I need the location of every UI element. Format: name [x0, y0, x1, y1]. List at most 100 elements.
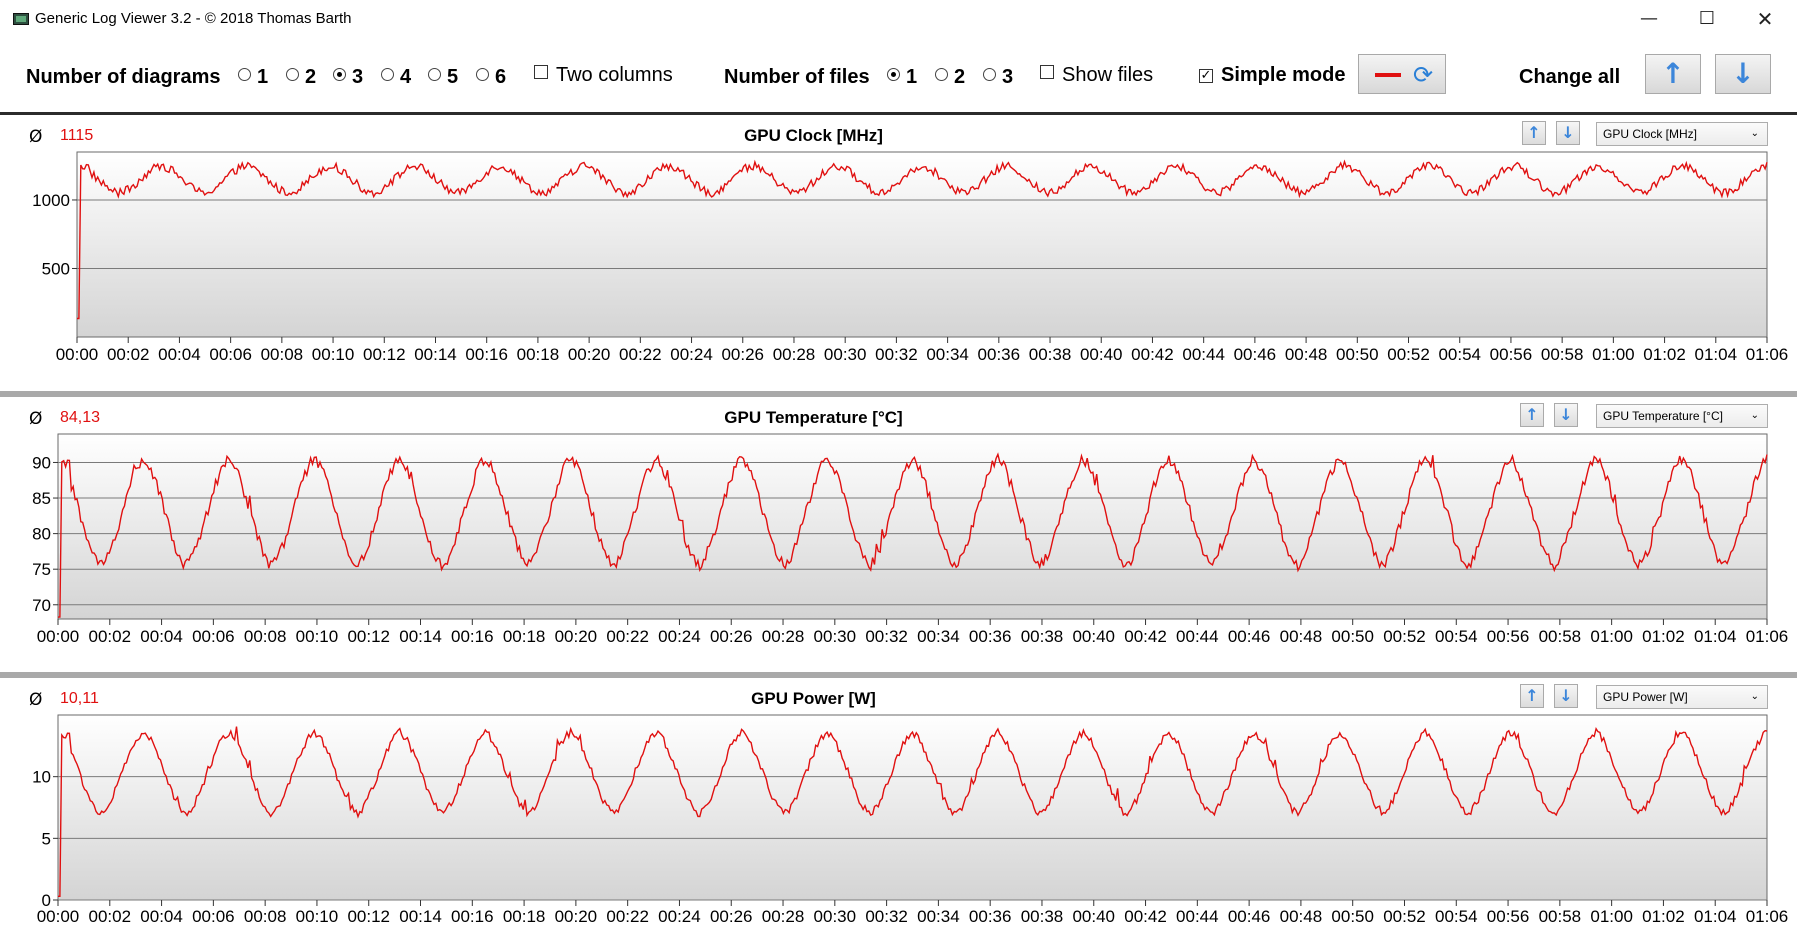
x-tick-label: 00:42: [1131, 345, 1174, 364]
gpu-temperature-chart: 90 85 80 75 70 00:00 00:02 00:04 00:06 00:08 00:10…: [32, 433, 1789, 646]
x-tick-label: 00:18: [503, 627, 546, 646]
x-tick-label: 00:46: [1228, 627, 1271, 646]
x-tick-label: 00:14: [414, 345, 457, 364]
arrow-up-icon: ↑: [1527, 123, 1541, 142]
average-value: 84,13: [60, 409, 101, 426]
x-tick-label: 00:56: [1487, 627, 1530, 646]
series-line: [58, 726, 1768, 898]
average-symbol: Ø: [29, 690, 43, 710]
x-tick-label: 00:28: [762, 907, 805, 926]
x-tick-label: 01:02: [1642, 907, 1685, 926]
diagrams-radio-5[interactable]: 5: [428, 66, 458, 89]
minimize-button[interactable]: —: [1640, 8, 1658, 29]
average-value: 10,11: [60, 690, 99, 707]
x-tick-label: 01:00: [1590, 907, 1633, 926]
radio-circle: [887, 68, 900, 81]
x-tick-label: 00:30: [814, 907, 857, 926]
x-tick-label: 00:14: [399, 627, 442, 646]
maximize-button[interactable]: ☐: [1698, 8, 1716, 29]
x-tick-label: 00:34: [926, 345, 969, 364]
checkmark-icon: ✓: [1199, 68, 1213, 83]
arrow-down-icon: ↓: [1561, 123, 1575, 142]
x-tick-label: 00:38: [1021, 907, 1064, 926]
x-tick-label: 00:42: [1124, 907, 1167, 926]
panel-up-button[interactable]: ↑: [1520, 403, 1544, 427]
move-all-down-button[interactable]: ↓: [1715, 54, 1771, 94]
x-tick-label: 00:08: [244, 907, 287, 926]
files-radio-1[interactable]: 1: [887, 66, 917, 89]
diagrams-radio-3[interactable]: 3: [333, 66, 363, 89]
line-color-button[interactable]: ⟳: [1358, 54, 1446, 94]
radio-label: 3: [1002, 66, 1014, 88]
arrow-down-icon: ↓: [1559, 405, 1573, 424]
x-tick-label: 01:04: [1694, 907, 1737, 926]
checkbox-label: Simple mode: [1221, 64, 1346, 86]
x-tick-label: 00:10: [296, 907, 339, 926]
x-tick-label: 00:22: [619, 345, 662, 364]
x-tick-label: 00:02: [89, 907, 132, 926]
channel-select[interactable]: GPU Clock [MHz] ⌄: [1596, 122, 1768, 146]
y-tick-label: 85: [32, 489, 51, 508]
average-symbol: Ø: [29, 127, 43, 147]
files-radio-3[interactable]: 3: [983, 66, 1013, 89]
arrow-up-icon: ↑: [1661, 57, 1685, 90]
toolbar: Number of diagrams 1 2 3 4 5 6 Two colum…: [0, 40, 1797, 112]
move-all-up-button[interactable]: ↑: [1645, 54, 1701, 94]
x-tick-label: 00:00: [56, 345, 99, 364]
x-tick-label: 00:42: [1124, 627, 1167, 646]
diagrams-radio-4[interactable]: 4: [381, 66, 411, 89]
show-files-checkbox[interactable]: Show files: [1040, 64, 1153, 87]
gpu-clock-chart: 1000 500 00:00 00:02 00:04 00:06 00:08 00:10 00:…: [32, 151, 1788, 364]
x-tick-label: 01:00: [1592, 345, 1635, 364]
checkbox-box: [1040, 65, 1054, 79]
app-icon: [13, 13, 29, 25]
panel-divider[interactable]: [0, 672, 1797, 678]
x-tick-label: 00:00: [37, 627, 80, 646]
x-tick-label: 00:48: [1280, 907, 1323, 926]
two-columns-checkbox[interactable]: Two columns: [534, 64, 673, 87]
x-tick-label: 00:22: [606, 627, 649, 646]
x-tick-label: 00:10: [296, 627, 339, 646]
x-tick-label: 00:52: [1387, 345, 1430, 364]
x-tick-label: 00:40: [1080, 345, 1123, 364]
chevron-down-icon: ⌄: [1750, 128, 1759, 139]
files-radio-2[interactable]: 2: [935, 66, 965, 89]
x-tick-label: 00:58: [1539, 627, 1582, 646]
simple-mode-checkbox[interactable]: ✓ Simple mode: [1199, 64, 1345, 87]
x-tick-label: 00:10: [312, 345, 355, 364]
x-tick-label: 00:48: [1280, 627, 1323, 646]
panel-divider[interactable]: [0, 391, 1797, 397]
diagram-panel-gpu-power: Ø 10,11 GPU Power [W] ↑ ↓ GPU Power [W] ⌄…: [0, 678, 1797, 952]
panel-up-button[interactable]: ↑: [1520, 684, 1544, 708]
x-tick-label: 00:28: [773, 345, 816, 364]
x-tick-label: 01:06: [1746, 627, 1789, 646]
panel-down-button[interactable]: ↓: [1554, 684, 1578, 708]
channel-select[interactable]: GPU Temperature [°C] ⌄: [1596, 404, 1768, 428]
radio-label: 2: [954, 66, 966, 88]
x-tick-label: 00:38: [1021, 627, 1064, 646]
x-tick-label: 00:50: [1336, 345, 1379, 364]
panel-down-button[interactable]: ↓: [1556, 121, 1580, 145]
average-value: 1115: [60, 127, 94, 144]
checkbox-label: Show files: [1062, 64, 1154, 86]
close-button[interactable]: ✕: [1756, 7, 1774, 31]
x-tick-label: 00:48: [1285, 345, 1328, 364]
radio-label: 6: [495, 66, 507, 88]
x-tick-label: 00:12: [347, 907, 390, 926]
plot-area: [76, 151, 1768, 338]
diagrams-radio-2[interactable]: 2: [286, 66, 316, 89]
panel-down-button[interactable]: ↓: [1554, 403, 1578, 427]
radio-label: 5: [447, 66, 459, 88]
x-tick-label: 00:58: [1539, 907, 1582, 926]
x-tick-label: 00:04: [158, 345, 201, 364]
diagrams-radio-1[interactable]: 1: [238, 66, 268, 89]
diagrams-radio-6[interactable]: 6: [476, 66, 506, 89]
panel-up-button[interactable]: ↑: [1522, 121, 1546, 145]
radio-circle: [428, 68, 441, 81]
radio-label: 3: [352, 66, 364, 88]
diagram-title: GPU Power [W]: [751, 689, 876, 708]
arrow-up-icon: ↑: [1525, 405, 1539, 424]
y-tick-label: 500: [42, 259, 70, 278]
channel-select[interactable]: GPU Power [W] ⌄: [1596, 685, 1768, 709]
x-tick-label: 00:12: [363, 345, 406, 364]
